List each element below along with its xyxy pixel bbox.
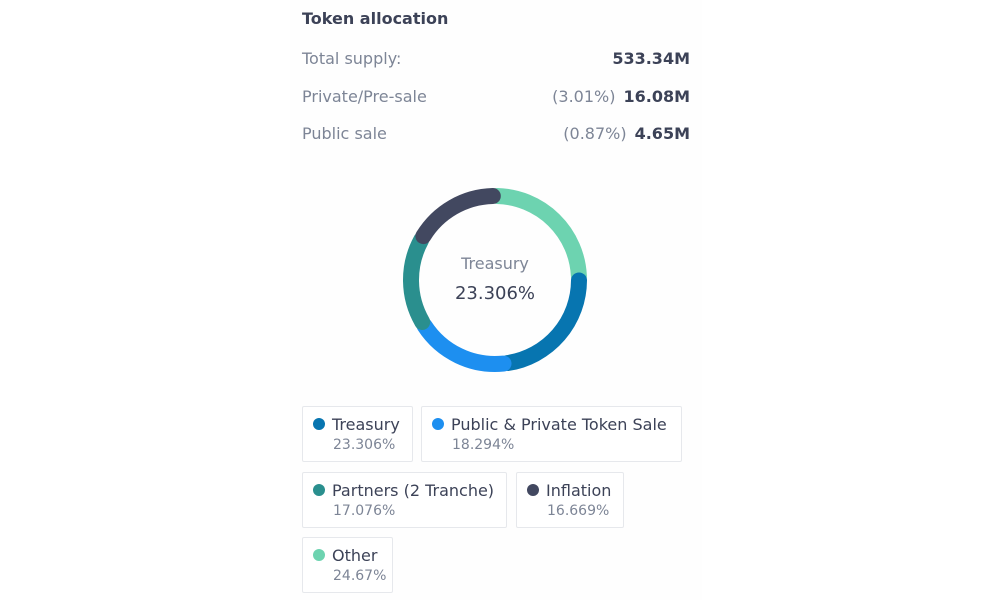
stat-value: 16.08M bbox=[623, 86, 690, 106]
stat-label: Public sale bbox=[302, 123, 387, 143]
stat-label: Private/Pre-sale bbox=[302, 86, 427, 106]
stat-percent: (3.01%) bbox=[552, 86, 616, 106]
stat-label: Total supply: bbox=[302, 48, 402, 68]
donut-slice-partners-2-tranche[interactable] bbox=[403, 231, 431, 330]
legend-item-partners[interactable]: Partners (2 Tranche) 17.076% bbox=[302, 472, 507, 528]
stat-percent: (0.87%) bbox=[563, 123, 627, 143]
legend-value: 17.076% bbox=[333, 503, 396, 519]
legend-name: Other bbox=[332, 546, 378, 565]
legend-dot bbox=[313, 483, 325, 496]
legend-value: 16.669% bbox=[547, 503, 610, 519]
donut-slice-other[interactable] bbox=[489, 188, 587, 285]
legend-dot bbox=[527, 483, 539, 496]
donut-slice-treasury[interactable] bbox=[499, 272, 587, 372]
legend-dot bbox=[432, 417, 444, 430]
legend-value: 18.294% bbox=[452, 437, 515, 453]
section-title: Token allocation bbox=[302, 9, 449, 28]
legend-dot bbox=[313, 417, 325, 430]
donut-slice-public-private-token-sale[interactable] bbox=[416, 317, 512, 372]
legend-item-treasury[interactable]: Treasury 23.306% bbox=[302, 406, 413, 462]
stat-row-total-supply: Total supply: 533.34M bbox=[302, 46, 690, 70]
stat-row-public-sale: Public sale (0.87%) 4.65M bbox=[302, 121, 690, 145]
donut-slice-inflation[interactable] bbox=[415, 188, 501, 245]
stat-value: 533.34M bbox=[612, 48, 690, 68]
legend-name: Partners (2 Tranche) bbox=[332, 481, 495, 500]
legend-value: 24.67% bbox=[333, 568, 387, 584]
legend-name: Treasury bbox=[332, 415, 400, 434]
legend-value: 23.306% bbox=[333, 437, 396, 453]
legend-item-other[interactable]: Other 24.67% bbox=[302, 537, 393, 593]
allocation-donut-chart bbox=[403, 188, 587, 372]
stat-value: 4.65M bbox=[634, 123, 690, 143]
stat-row-private-presale: Private/Pre-sale (3.01%) 16.08M bbox=[302, 84, 690, 108]
legend-name: Public & Private Token Sale bbox=[451, 415, 667, 434]
donut-center-label: Treasury bbox=[461, 254, 529, 273]
donut-center-value: 23.306% bbox=[454, 283, 536, 304]
legend-dot bbox=[313, 548, 325, 561]
legend-item-inflation[interactable]: Inflation 16.669% bbox=[516, 472, 624, 528]
legend-item-public-private-token-sale[interactable]: Public & Private Token Sale 18.294% bbox=[421, 406, 682, 462]
legend-name: Inflation bbox=[546, 481, 612, 500]
